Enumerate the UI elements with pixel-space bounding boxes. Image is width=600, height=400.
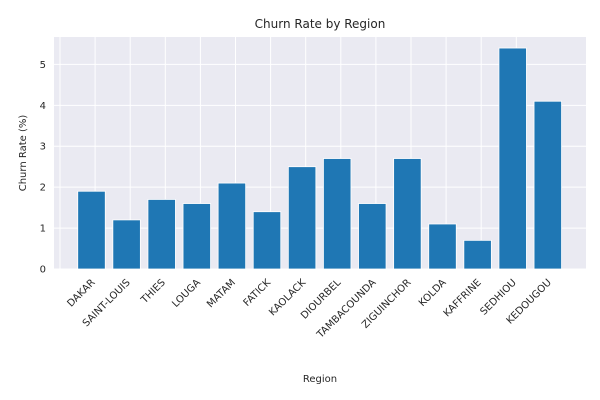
x-axis-title: Region <box>303 374 337 385</box>
y-tick-labels: 0 1 2 3 4 5 <box>40 60 46 276</box>
x-tick-label-tambacounda: TAMBACOUNDA <box>315 277 379 341</box>
bar-kolda <box>428 223 457 270</box>
y-tick-label: 5 <box>40 60 46 71</box>
bar-kaffrine <box>463 239 492 270</box>
bar-sedhiou <box>498 47 527 270</box>
bars <box>77 47 562 270</box>
y-tick-label: 3 <box>40 142 46 153</box>
chart-title: Churn Rate by Region <box>255 17 386 31</box>
bar-fatick <box>252 211 282 270</box>
y-axis-title: Churn Rate (%) <box>18 115 29 192</box>
x-tick-label-thies: THIES <box>139 277 168 306</box>
bar-kedougou <box>533 100 562 270</box>
y-tick-label: 1 <box>40 224 46 235</box>
bar-louga <box>182 203 211 270</box>
bar-dakar <box>77 190 106 270</box>
x-tick-label-matam: MATAM <box>205 277 238 310</box>
bar-ziguinchor <box>393 158 422 270</box>
x-tick-label-dakar: DAKAR <box>65 277 97 309</box>
x-tick-label-fatick: FATICK <box>242 277 274 309</box>
bar-matam <box>217 182 247 270</box>
bar-thies <box>147 199 176 270</box>
bar-tambacounda <box>358 203 387 270</box>
y-tick-label: 4 <box>40 101 46 112</box>
x-tick-label-louga: LOUGA <box>170 277 203 310</box>
x-tick-label-kaffrine: KAFFRINE <box>442 277 484 319</box>
y-tick-label: 2 <box>40 183 46 194</box>
bar-kaolack <box>287 166 317 270</box>
x-tick-label-kolda: KOLDA <box>417 277 449 309</box>
y-tick-label: 0 <box>40 265 46 276</box>
bar-diourbel <box>323 158 352 270</box>
plot-area <box>54 37 586 269</box>
bar-saint-louis <box>112 219 141 270</box>
